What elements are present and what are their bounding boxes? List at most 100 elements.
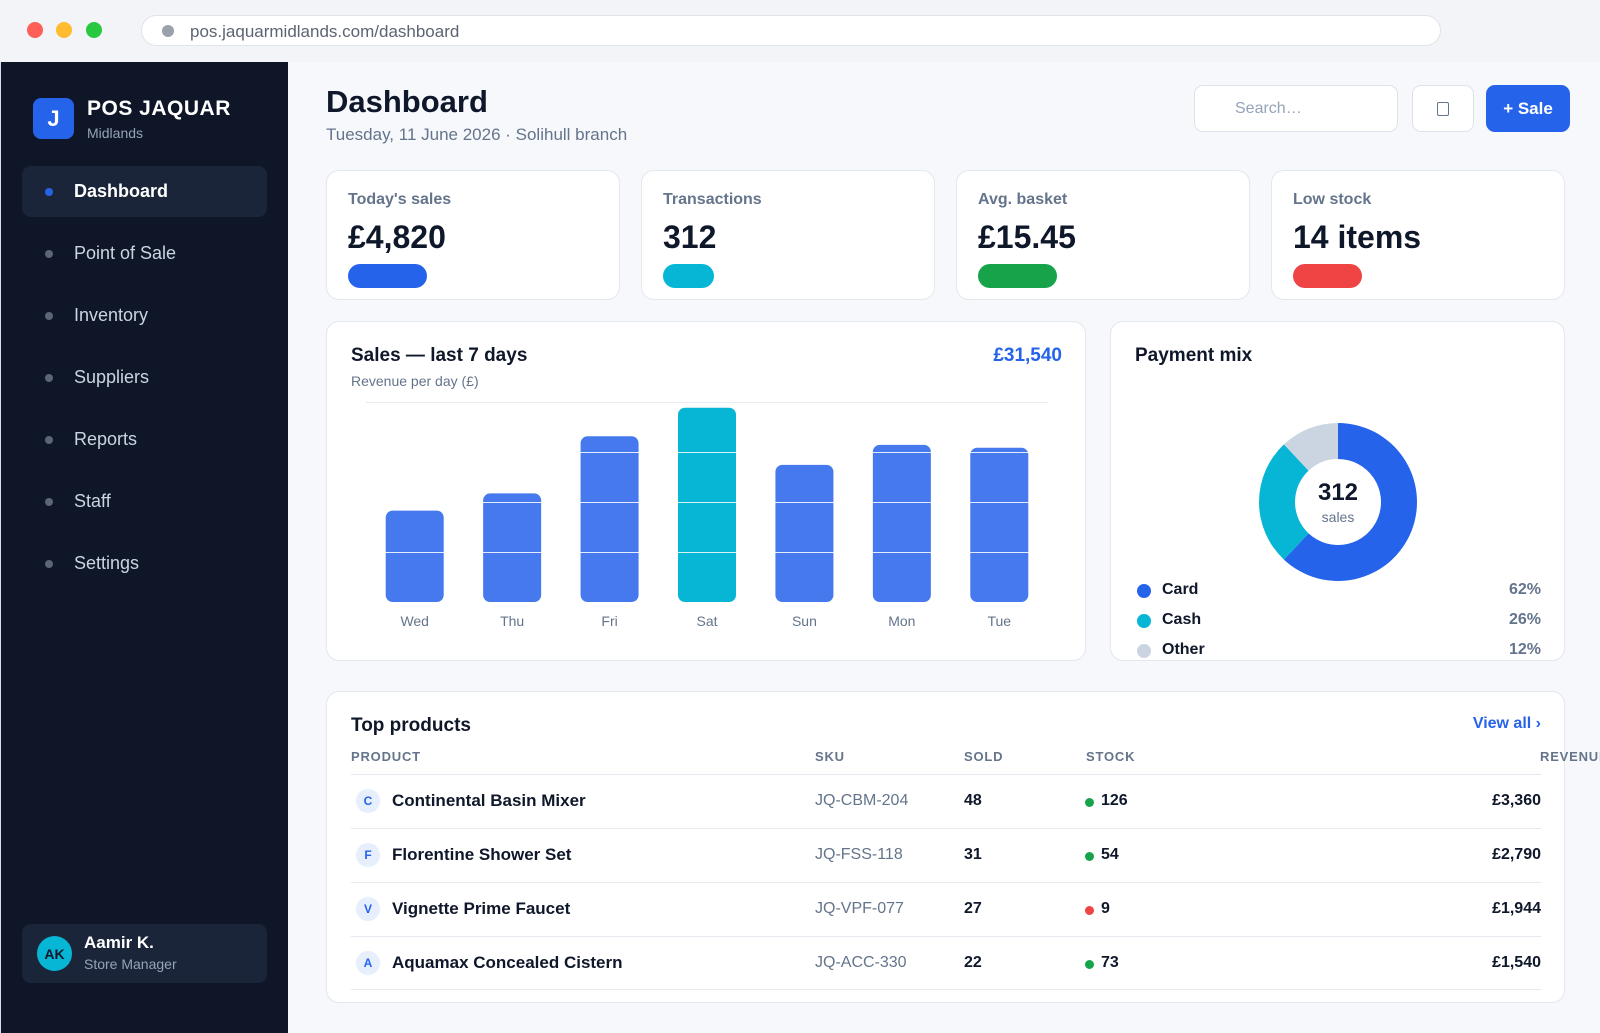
kpi-label: Today's sales <box>348 191 452 208</box>
x-tick-label: Sun <box>792 613 817 629</box>
chart-subtitle: Revenue per day (£) <box>351 373 479 389</box>
product-sku: JQ-VPF-077 <box>815 900 904 917</box>
legend-swatch <box>1137 644 1151 658</box>
sidebar-item-staff[interactable]: Staff <box>22 476 267 527</box>
nav-dot-icon <box>45 374 53 382</box>
kpi-value: £4,820 <box>348 219 446 255</box>
kpi-value: 14 items <box>1293 219 1422 255</box>
bar-sat[interactable] <box>678 407 736 602</box>
product-sku: JQ-CBM-204 <box>815 792 909 809</box>
legend-swatch <box>1137 584 1151 598</box>
kpi-accent-pill <box>978 264 1057 288</box>
sidebar-item-reports[interactable]: Reports <box>22 414 267 465</box>
bar-sun[interactable] <box>775 464 834 602</box>
sidebar-item-label: Settings <box>74 553 140 573</box>
x-tick-label: Mon <box>888 613 915 629</box>
page-title: Dashboard <box>326 84 488 119</box>
sidebar-item-label: Reports <box>74 429 138 449</box>
sidebar-item-label: Dashboard <box>74 181 169 201</box>
product-revenue: £2,790 <box>1492 846 1541 863</box>
product-name: Continental Basin Mixer <box>392 791 586 810</box>
url-text: pos.jaquarmidlands.com/dashboard <box>190 22 460 41</box>
bell-icon <box>1437 101 1449 116</box>
chart-title: Sales — last 7 days <box>351 345 528 366</box>
sidebar-nav: Dashboard Point of Sale Inventory Suppli… <box>22 166 267 600</box>
legend-item-cash: Cash 26% <box>1135 609 1541 633</box>
donut-slice-card[interactable] <box>1283 423 1417 581</box>
kpi-accent-pill <box>348 264 427 288</box>
sidebar-item-suppliers[interactable]: Suppliers <box>22 352 267 403</box>
donut-center-value: 312 <box>1318 479 1358 506</box>
donut-slice-other[interactable] <box>1283 423 1338 471</box>
avatar: AK <box>37 936 72 971</box>
x-tick-label: Wed <box>400 613 429 629</box>
product-sold: 22 <box>964 954 982 971</box>
sidebar-item-label: Suppliers <box>74 367 150 387</box>
legend-value: 26% <box>1508 611 1541 628</box>
product-sku: JQ-FSS-118 <box>815 846 903 863</box>
product-revenue: £3,360 <box>1492 792 1541 809</box>
bar-fri[interactable] <box>580 436 639 602</box>
table-title: Top products <box>351 715 471 736</box>
product-stock: 73 <box>1101 954 1119 971</box>
legend-swatch <box>1137 614 1151 628</box>
kpi-accent-pill <box>663 264 714 288</box>
minimize-window-button[interactable] <box>56 22 72 38</box>
kpi-label: Transactions <box>663 191 762 208</box>
product-sold: 27 <box>964 900 982 917</box>
product-initial-badge: V <box>356 897 380 921</box>
sidebar-item-dashboard[interactable]: Dashboard <box>22 166 267 217</box>
column-header-sku: SKU <box>815 749 845 764</box>
site-info-icon[interactable] <box>162 25 174 37</box>
sidebar-item-settings[interactable]: Settings <box>22 538 267 589</box>
address-bar[interactable]: pos.jaquarmidlands.com/dashboard <box>141 15 1441 46</box>
search-input[interactable] <box>1194 85 1398 132</box>
close-window-button[interactable] <box>27 22 43 38</box>
donut-slice-cash[interactable] <box>1259 444 1309 560</box>
product-revenue: £1,540 <box>1492 954 1541 971</box>
sales-bar-chart: Wed Thu Fri Sat Sun Mon Tue <box>366 402 1048 629</box>
top-products-card: Top products View all › PRODUCT SKU SOLD… <box>326 691 1600 1003</box>
legend-label: Card <box>1162 581 1199 598</box>
bar-mon[interactable] <box>872 444 931 602</box>
view-all-link[interactable]: View all › <box>1472 715 1541 732</box>
product-stock: 126 <box>1101 792 1128 809</box>
table-row[interactable]: A Aquamax Concealed Cistern JQ-ACC-330 2… <box>351 936 1541 990</box>
table-row[interactable]: F Florentine Shower Set JQ-FSS-118 31 54… <box>351 828 1541 882</box>
product-name: Florentine Shower Set <box>392 845 572 864</box>
kpi-card-avg-basket: Avg. basket £15.45 <box>956 170 1250 300</box>
legend-item-other: Other 12% <box>1135 639 1541 660</box>
column-header-stock: STOCK <box>1086 749 1136 764</box>
product-initial-badge: A <box>356 951 380 975</box>
nav-dot-icon <box>45 312 53 320</box>
brand-subtitle: Midlands <box>87 125 144 141</box>
new-sale-button[interactable]: + Sale <box>1486 85 1570 132</box>
table-row[interactable]: C Continental Basin Mixer JQ-CBM-204 48 … <box>351 774 1541 828</box>
x-tick-label: Sat <box>696 613 717 629</box>
legend-label: Cash <box>1162 611 1202 628</box>
stock-status-dot <box>1085 906 1094 915</box>
x-tick-label: Fri <box>601 613 617 629</box>
notifications-button[interactable] <box>1412 85 1474 132</box>
sidebar-item-point-of-sale[interactable]: Point of Sale <box>22 228 267 279</box>
page-subtitle: Tuesday, 11 June 2026 · Solihull branch <box>326 125 628 144</box>
user-card[interactable]: AK Aamir K. Store Manager <box>22 924 267 983</box>
payment-mix-title: Payment mix <box>1135 345 1253 366</box>
nav-dot-icon <box>45 436 53 444</box>
bar-tue[interactable] <box>970 447 1029 602</box>
column-header-revenue: REVENUE <box>1540 749 1600 764</box>
product-name: Aquamax Concealed Cistern <box>392 953 623 972</box>
nav-dot-icon <box>45 188 53 196</box>
sidebar-item-label: Inventory <box>74 305 149 325</box>
kpi-card-low-stock[interactable]: Low stock 14 items <box>1271 170 1565 300</box>
bar-thu[interactable] <box>483 493 542 602</box>
sidebar-item-inventory[interactable]: Inventory <box>22 290 267 341</box>
product-initial-badge: F <box>356 843 380 867</box>
bar-wed[interactable] <box>385 510 444 602</box>
maximize-window-button[interactable] <box>86 22 102 38</box>
sidebar: J POS JAQUAR Midlands Dashboard Point of… <box>1 62 288 1033</box>
browser-chrome: pos.jaquarmidlands.com/dashboard <box>0 0 1600 62</box>
table-row[interactable]: V Vignette Prime Faucet JQ-VPF-077 27 9 … <box>351 882 1541 936</box>
kpi-value: £15.45 <box>978 219 1076 255</box>
legend-item-card: Card 62% <box>1135 579 1541 603</box>
